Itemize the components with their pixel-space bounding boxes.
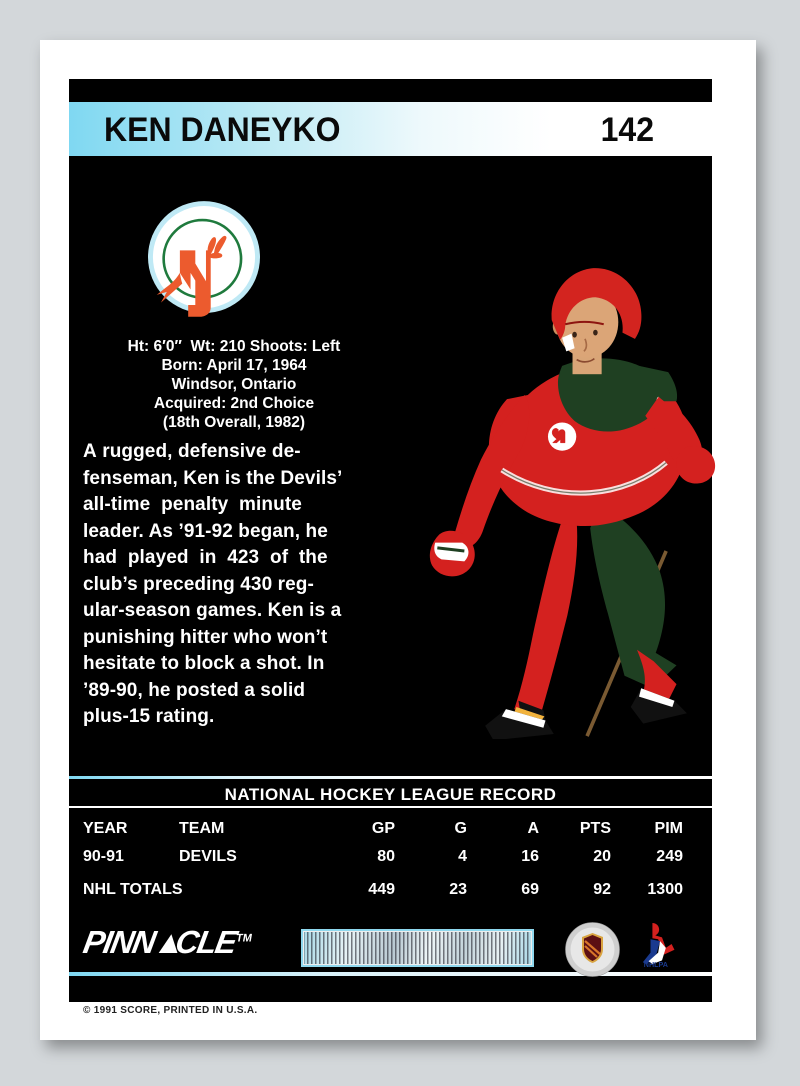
svg-text:NHLPA: NHLPA [644,961,668,968]
